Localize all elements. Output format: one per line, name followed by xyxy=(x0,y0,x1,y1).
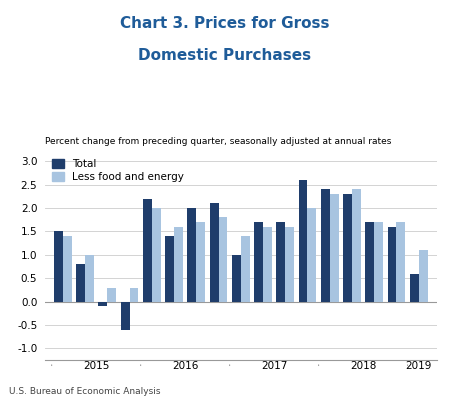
Text: 2019: 2019 xyxy=(405,361,432,371)
Text: 2018: 2018 xyxy=(350,361,376,371)
Bar xyxy=(174,227,183,302)
Bar xyxy=(130,288,139,302)
Bar xyxy=(352,189,361,302)
Bar xyxy=(152,208,161,302)
Text: Percent change from preceding quarter, seasonally adjusted at annual rates: Percent change from preceding quarter, s… xyxy=(45,137,392,146)
Bar xyxy=(210,204,219,302)
Bar xyxy=(343,194,352,302)
Text: 2015: 2015 xyxy=(83,361,109,371)
Bar xyxy=(299,180,307,302)
Bar xyxy=(276,222,285,302)
Text: U.S. Bureau of Economic Analysis: U.S. Bureau of Economic Analysis xyxy=(9,387,161,396)
Text: 2016: 2016 xyxy=(172,361,198,371)
Bar xyxy=(321,189,330,302)
Text: Domestic Purchases: Domestic Purchases xyxy=(139,48,311,63)
Legend: Total, Less food and energy: Total, Less food and energy xyxy=(50,157,186,184)
Text: Chart 3. Prices for Gross: Chart 3. Prices for Gross xyxy=(120,16,330,31)
Bar xyxy=(76,264,85,302)
Bar xyxy=(365,222,374,302)
Bar xyxy=(241,236,250,302)
Bar xyxy=(396,222,405,302)
Bar xyxy=(410,274,418,302)
Bar xyxy=(63,236,72,302)
Bar xyxy=(85,255,94,302)
Bar xyxy=(121,302,130,330)
Bar xyxy=(387,227,396,302)
Bar xyxy=(107,288,116,302)
Bar xyxy=(187,208,196,302)
Bar xyxy=(330,194,338,302)
Bar xyxy=(263,227,272,302)
Bar xyxy=(165,236,174,302)
Bar xyxy=(307,208,316,302)
Bar xyxy=(254,222,263,302)
Text: 2017: 2017 xyxy=(261,361,287,371)
Bar xyxy=(99,302,107,306)
Bar xyxy=(374,222,383,302)
Bar xyxy=(285,227,294,302)
Bar xyxy=(219,218,227,302)
Bar xyxy=(143,199,152,302)
Bar xyxy=(196,222,205,302)
Bar xyxy=(54,232,63,302)
Bar xyxy=(232,255,241,302)
Bar xyxy=(418,250,427,302)
